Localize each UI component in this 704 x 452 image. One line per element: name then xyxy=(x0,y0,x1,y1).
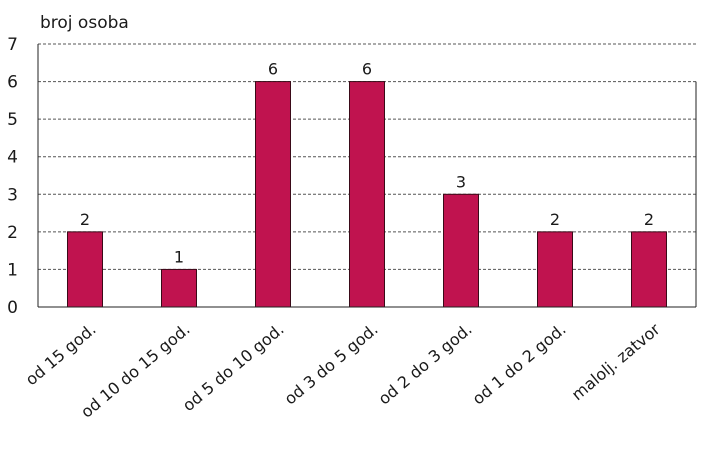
axes xyxy=(37,44,697,308)
y-tick-label: 7 xyxy=(7,35,18,55)
y-tick-labels: 0 1 2 3 4 5 6 7 xyxy=(7,35,18,318)
y-tick-label: 0 xyxy=(7,298,18,318)
x-tick-labels: od 15 god.od 10 do 15 god.od 5 do 10 god… xyxy=(22,319,664,421)
y-axis-label: broj osoba xyxy=(40,13,129,33)
x-tick-label: od 2 do 3 god. xyxy=(375,320,476,409)
bar xyxy=(67,231,103,308)
x-tick-label: od 5 do 10 god. xyxy=(179,320,288,416)
bar xyxy=(631,231,667,308)
bar xyxy=(537,231,573,308)
x-tick-label: od 15 god. xyxy=(22,320,100,390)
data-label: 2 xyxy=(550,210,560,229)
data-label: 6 xyxy=(268,60,278,79)
data-label: 3 xyxy=(456,172,466,191)
y-tick-label: 6 xyxy=(7,73,18,93)
data-label: 1 xyxy=(174,247,184,266)
x-tick-label: malolj. zatvor xyxy=(568,319,664,404)
y-tick-label: 1 xyxy=(7,260,18,280)
bar xyxy=(443,193,479,308)
data-labels: 2 1 6 6 3 2 2 xyxy=(80,60,654,267)
data-label: 2 xyxy=(80,210,90,229)
x-tick-label: od 3 do 5 god. xyxy=(281,320,382,409)
bar xyxy=(349,81,385,308)
data-label: 2 xyxy=(644,210,654,229)
y-tick-label: 3 xyxy=(7,185,18,205)
bar xyxy=(255,81,291,308)
bar xyxy=(161,268,197,308)
y-tick-label: 2 xyxy=(7,223,18,243)
y-tick-label: 5 xyxy=(7,110,18,130)
x-tick-label: od 1 do 2 god. xyxy=(469,320,570,409)
y-tick-label: 4 xyxy=(7,148,18,168)
data-label: 6 xyxy=(362,60,372,79)
bars xyxy=(67,81,667,308)
